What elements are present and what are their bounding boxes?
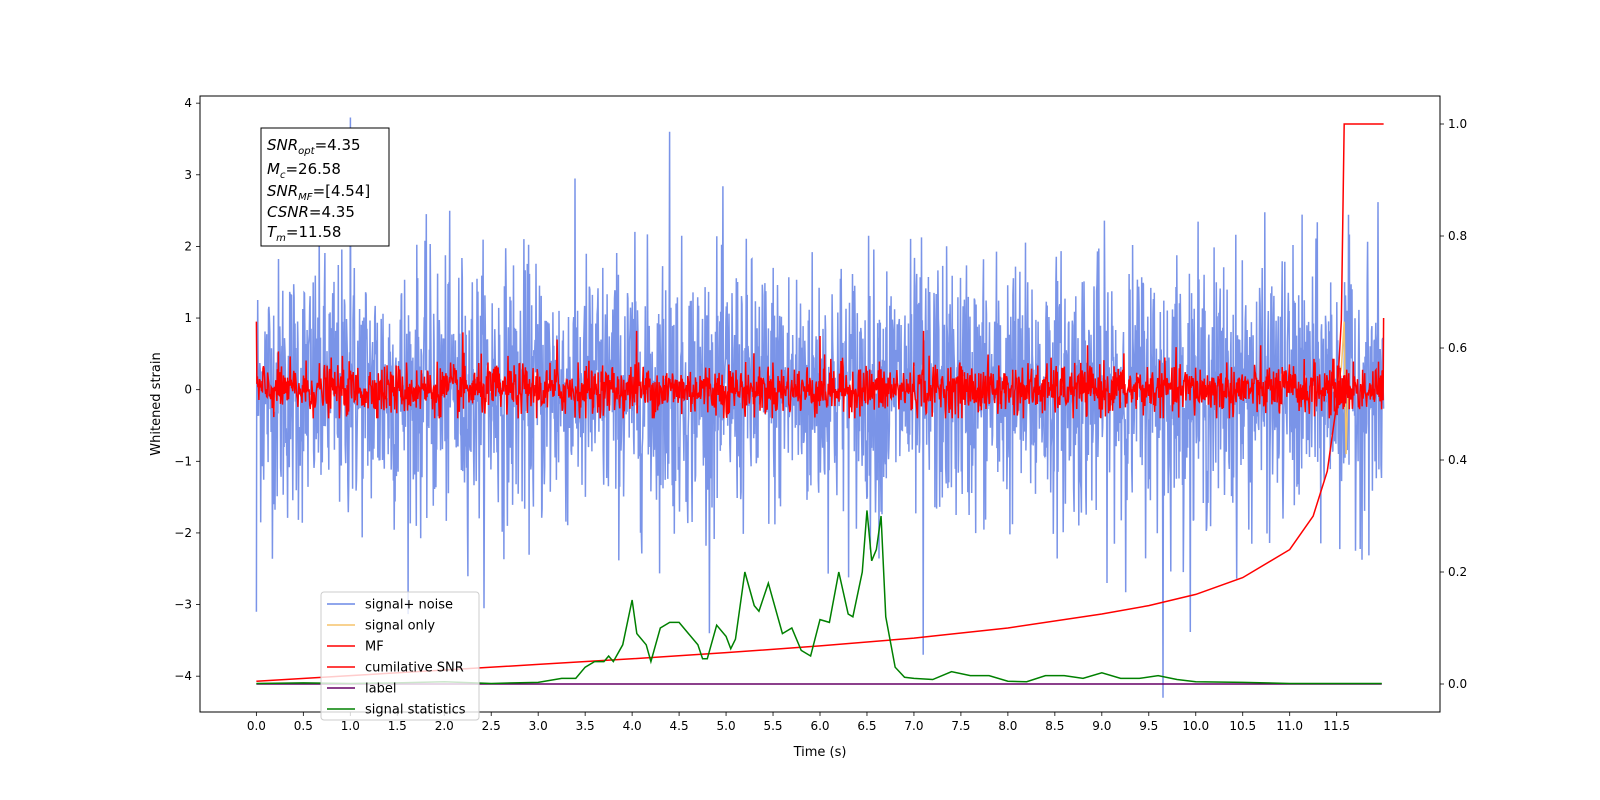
y-tick-label: −1 bbox=[174, 454, 192, 468]
series-cumulative-snr bbox=[256, 123, 1384, 682]
x-tick-label: 11.0 bbox=[1276, 719, 1303, 733]
annotation-tm: Tm=11.58 bbox=[267, 223, 341, 244]
x-tick-label: 4.5 bbox=[670, 719, 689, 733]
y2-tick-label: 0.8 bbox=[1448, 229, 1467, 243]
y2-axis: 1.0 0.8 0.6 0.4 0.2 0.0 bbox=[1440, 117, 1467, 691]
x-axis-label: Time (s) bbox=[793, 745, 847, 760]
y-tick-label: 2 bbox=[184, 239, 192, 253]
x-tick-label: 6.0 bbox=[810, 719, 829, 733]
y-axis-label: Whitened strain bbox=[149, 352, 164, 455]
legend-label: signal+ noise bbox=[365, 598, 453, 613]
x-tick-label: 7.5 bbox=[951, 719, 970, 733]
x-tick-label: 9.5 bbox=[1139, 719, 1158, 733]
x-tick-label: 11.5 bbox=[1323, 719, 1350, 733]
x-tick-label: 0.0 bbox=[247, 719, 266, 733]
x-tick-label: 10.0 bbox=[1182, 719, 1209, 733]
y-axis: 4 3 2 1 0 −1 −2 −3 −4 bbox=[174, 96, 200, 683]
x-tick-label: 9.0 bbox=[1092, 719, 1111, 733]
x-tick-label: 5.0 bbox=[717, 719, 736, 733]
legend-label: cumilative SNR bbox=[365, 661, 464, 676]
legend-label: MF bbox=[365, 640, 384, 655]
legend-label: label bbox=[365, 682, 396, 697]
x-tick-label: 2.0 bbox=[435, 719, 454, 733]
y-tick-label: 3 bbox=[184, 168, 192, 182]
x-tick-label: 8.0 bbox=[998, 719, 1017, 733]
y-tick-label: −4 bbox=[174, 669, 192, 683]
x-axis: 0.0 0.5 1.0 1.5 2.0 2.5 3.0 3.5 4.0 4.5 5.0 5.5 6.0 6… bbox=[247, 712, 1350, 733]
x-tick-label: 2.5 bbox=[482, 719, 501, 733]
y-tick-label: −3 bbox=[174, 598, 192, 612]
x-tick-label: 1.5 bbox=[388, 719, 407, 733]
x-tick-label: 7.0 bbox=[904, 719, 923, 733]
y2-tick-label: 0.0 bbox=[1448, 677, 1467, 691]
x-tick-label: 3.5 bbox=[576, 719, 595, 733]
x-tick-label: 3.0 bbox=[529, 719, 548, 733]
series-mf bbox=[255, 317, 1385, 419]
annotation-mc: Mc=26.58 bbox=[267, 160, 341, 181]
x-tick-label: 6.5 bbox=[857, 719, 876, 733]
y2-tick-label: 0.4 bbox=[1448, 453, 1467, 467]
y-tick-label: −2 bbox=[174, 526, 192, 540]
y-tick-label: 4 bbox=[184, 96, 192, 110]
series-signal-statistics bbox=[256, 510, 1382, 685]
x-tick-label: 8.5 bbox=[1045, 719, 1064, 733]
x-tick-label: 5.5 bbox=[763, 719, 782, 733]
x-tick-label: 0.5 bbox=[294, 719, 313, 733]
annotation-snr-opt: SNRopt=4.35 bbox=[267, 136, 361, 157]
y2-tick-label: 0.6 bbox=[1448, 341, 1467, 355]
y-tick-label: 0 bbox=[184, 383, 192, 397]
legend: signal+ noise signal only MF cumilative SNR… bbox=[320, 591, 480, 721]
x-tick-label: 1.0 bbox=[341, 719, 360, 733]
y2-tick-label: 1.0 bbox=[1448, 117, 1467, 131]
y-tick-label: 1 bbox=[184, 311, 192, 325]
annotation-box: SNRopt=4.35 Mc=26.58 SNRMF=[4.54] CSNR=4… bbox=[260, 127, 390, 247]
x-tick-label: 10.5 bbox=[1229, 719, 1256, 733]
x-tick-label: 4.0 bbox=[623, 719, 642, 733]
annotation-csnr: CSNR=4.35 bbox=[267, 203, 355, 221]
annotation-snr-mf: SNRMF=[4.54] bbox=[267, 182, 370, 203]
legend-label: signal only bbox=[365, 619, 435, 634]
legend-label: signal statistics bbox=[365, 703, 466, 718]
y2-tick-label: 0.2 bbox=[1448, 565, 1467, 579]
